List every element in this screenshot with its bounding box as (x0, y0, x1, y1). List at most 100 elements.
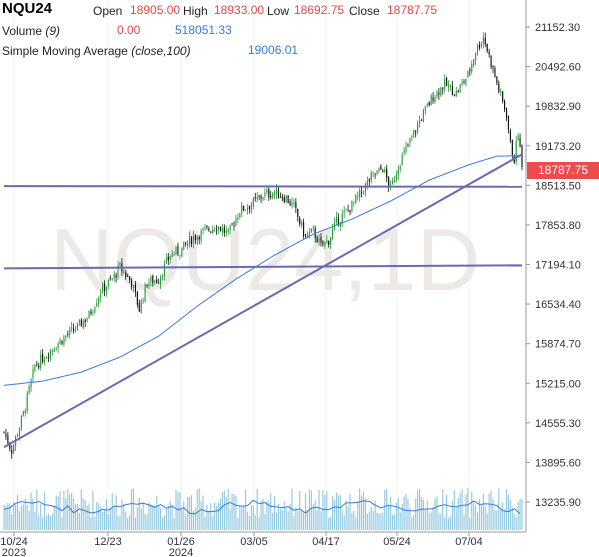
candle-body (353, 201, 355, 203)
candle-body (245, 209, 247, 211)
volume-bar (44, 491, 46, 530)
volume-bar (424, 508, 426, 530)
volume-bar (384, 489, 386, 530)
volume-bar (13, 501, 15, 530)
volume-bar (217, 502, 220, 530)
volume-bar (171, 504, 173, 530)
candle-body (384, 169, 386, 173)
volume-bar (32, 498, 34, 530)
volume-histogram (3, 488, 523, 530)
candle-body (417, 123, 419, 132)
volume-bar (219, 498, 222, 530)
candle-body (90, 311, 92, 314)
candle-body (330, 237, 332, 245)
candle-body (420, 120, 423, 121)
candle-body (163, 264, 166, 277)
volume-bar (517, 502, 519, 530)
volume-bar (49, 516, 51, 530)
candle-body (308, 232, 310, 236)
candle-body (107, 280, 109, 286)
volume-bar (420, 497, 423, 530)
volume-bar (330, 516, 332, 530)
volume-bar (403, 496, 405, 530)
candle-body (482, 36, 484, 44)
candle-body (7, 435, 9, 444)
candle-body (217, 226, 220, 230)
candle-body (343, 210, 345, 214)
volume-bar (61, 517, 63, 530)
volume-bar (179, 491, 181, 530)
candle-body (492, 66, 494, 68)
volume-bar (297, 511, 299, 530)
volume-label: Volume (9) (2, 24, 60, 38)
candle-body (28, 386, 30, 394)
candle-body (312, 227, 314, 228)
volume-bar (386, 488, 388, 530)
candle-body (289, 201, 291, 206)
candle-body (341, 214, 343, 223)
candle-body (322, 240, 324, 245)
volume-bar (36, 489, 38, 530)
volume-bar (299, 490, 301, 530)
candle-body (142, 300, 144, 302)
volume-bar (129, 515, 131, 530)
x-tick-label: 05/24 (383, 536, 411, 548)
candle-body (360, 191, 363, 193)
trend-line (3, 264, 523, 270)
candle-body (401, 154, 403, 165)
y-tick-label: 18513.50 (535, 180, 581, 192)
volume-bar (82, 498, 84, 530)
candle-body (177, 246, 179, 254)
y-tick-label: 19173.20 (535, 141, 581, 153)
candle-body (140, 300, 142, 314)
candle-body (395, 174, 397, 180)
volume-bar (449, 516, 452, 530)
candle-body (509, 130, 511, 141)
candle-body (243, 206, 245, 211)
volume-bar (235, 496, 237, 530)
volume-bar (212, 515, 214, 530)
volume-bar (187, 497, 189, 530)
candle-body (196, 236, 198, 241)
volume-bar (266, 501, 268, 530)
candle-body (332, 229, 334, 239)
volume-bar (360, 495, 363, 530)
candle-body (179, 254, 181, 256)
volume-bar (15, 504, 17, 530)
candle-body (515, 141, 517, 163)
candle-body (254, 197, 256, 198)
candle-body (32, 369, 34, 378)
volume-bar (260, 500, 262, 530)
x-tick-label: 04/17 (312, 536, 340, 548)
volume-bar (45, 515, 48, 530)
volume-bar (496, 510, 498, 530)
x-tick-year: 2023 (2, 547, 26, 557)
volume-bar (90, 517, 92, 530)
volume-bar (372, 510, 374, 530)
volume-bar (127, 517, 129, 530)
candle-body (109, 278, 111, 280)
volume-bar (332, 496, 334, 530)
candle-body (297, 208, 299, 217)
volume-bar (467, 488, 469, 530)
symbol-title: NQU24 (2, 0, 53, 17)
volume-bar (287, 511, 289, 530)
volume-bar (509, 500, 511, 530)
candle-body (459, 84, 461, 93)
candle-body (476, 44, 479, 55)
candle-body (303, 222, 305, 236)
candle-body (57, 343, 59, 349)
volume-bar (7, 503, 9, 530)
candle-body (204, 227, 206, 229)
volume-bar (320, 511, 322, 530)
volume-bar (57, 496, 59, 530)
volume-bar (229, 509, 231, 530)
candle-body (473, 59, 475, 66)
candle-body (138, 302, 140, 312)
volume-bar (500, 508, 502, 530)
candle-body (500, 91, 502, 93)
candle-body (374, 173, 376, 175)
high-label: High (183, 4, 208, 18)
candle-body (480, 42, 482, 47)
